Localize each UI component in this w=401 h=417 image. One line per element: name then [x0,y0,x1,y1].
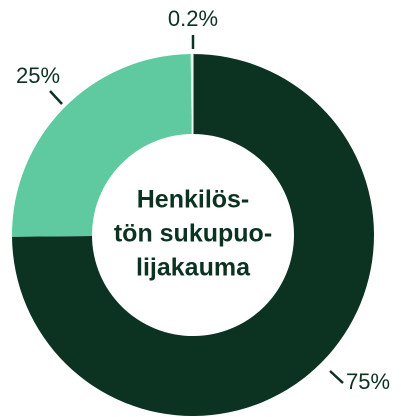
title-line: tön sukupuo- [114,220,272,248]
slices [12,54,374,417]
value-label: 75% [346,369,390,394]
title-line: lijakauma [136,254,251,282]
labels: 75% 25% 0.2% [16,6,390,394]
slice [12,54,192,237]
title-line: Henkilös- [137,186,250,214]
slice [190,54,193,135]
slice [12,54,374,417]
center-title: Henkilös-tön sukupuo-lijakauma [114,186,272,282]
value-label: 0.2% [168,6,218,31]
leader-line [329,370,344,384]
value-label: 25% [16,63,60,88]
leader-line [49,90,63,105]
